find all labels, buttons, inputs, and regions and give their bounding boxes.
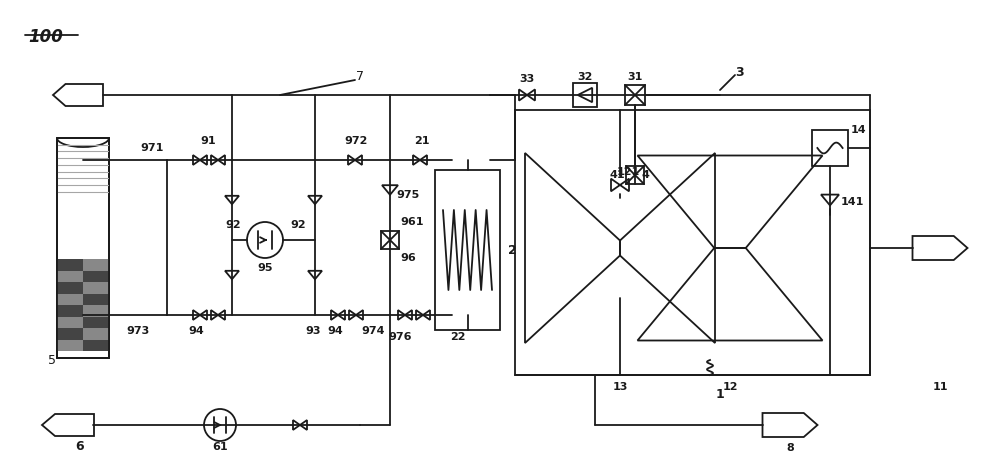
Text: 141: 141: [840, 197, 864, 207]
Text: 13: 13: [612, 382, 628, 392]
Text: 41: 41: [609, 170, 625, 180]
Bar: [57, 138, 109, 358]
Text: 974: 974: [361, 326, 385, 336]
Text: 94: 94: [188, 326, 204, 336]
Text: 12: 12: [722, 382, 738, 392]
Bar: [435, 170, 500, 330]
Text: 7: 7: [356, 69, 364, 83]
Text: 972: 972: [344, 136, 368, 146]
Bar: [381, 231, 399, 249]
Bar: [57, 317, 83, 328]
Bar: [812, 130, 848, 166]
Bar: [83, 328, 109, 340]
Bar: [57, 138, 109, 358]
Text: 100: 100: [28, 28, 63, 46]
Text: 94: 94: [327, 326, 343, 336]
Bar: [83, 317, 109, 328]
Text: 4: 4: [641, 170, 649, 180]
Bar: [573, 83, 597, 107]
Text: 96: 96: [400, 253, 416, 263]
Text: 95: 95: [257, 263, 273, 273]
Text: 31: 31: [627, 72, 643, 82]
Bar: [57, 259, 83, 271]
Bar: [83, 340, 109, 352]
Bar: [515, 110, 870, 375]
Bar: [83, 259, 109, 271]
Bar: [57, 328, 83, 340]
Text: 975: 975: [396, 190, 420, 200]
Text: 961: 961: [400, 217, 424, 227]
Text: 11: 11: [932, 382, 948, 392]
Text: 93: 93: [305, 326, 321, 336]
Polygon shape: [912, 236, 968, 260]
Bar: [57, 294, 83, 305]
Polygon shape: [763, 413, 818, 437]
Bar: [83, 271, 109, 282]
Text: 33: 33: [519, 74, 535, 84]
Text: 22: 22: [450, 332, 465, 342]
Bar: [625, 85, 645, 105]
Bar: [57, 282, 83, 294]
Bar: [57, 271, 83, 282]
Bar: [83, 294, 109, 305]
Text: 92: 92: [290, 220, 306, 230]
Text: 14: 14: [850, 125, 866, 135]
Text: 1: 1: [716, 389, 724, 401]
Text: 8: 8: [786, 443, 794, 453]
Bar: [626, 166, 644, 184]
Text: 3: 3: [736, 66, 744, 78]
Text: 61: 61: [212, 442, 228, 452]
Text: 5: 5: [48, 353, 56, 367]
Text: 121: 121: [616, 167, 640, 177]
Text: 973: 973: [126, 326, 150, 336]
Polygon shape: [42, 414, 94, 436]
Bar: [83, 305, 109, 317]
Text: 91: 91: [200, 136, 216, 146]
Text: 32: 32: [577, 72, 593, 82]
Text: 976: 976: [388, 332, 412, 342]
Bar: [57, 340, 83, 352]
Text: 2: 2: [508, 244, 516, 256]
Bar: [57, 305, 83, 317]
Text: 6: 6: [76, 440, 84, 454]
Bar: [83, 282, 109, 294]
Text: 971: 971: [140, 143, 164, 153]
Text: 21: 21: [414, 136, 430, 146]
Polygon shape: [53, 84, 103, 106]
Text: 92: 92: [225, 220, 241, 230]
